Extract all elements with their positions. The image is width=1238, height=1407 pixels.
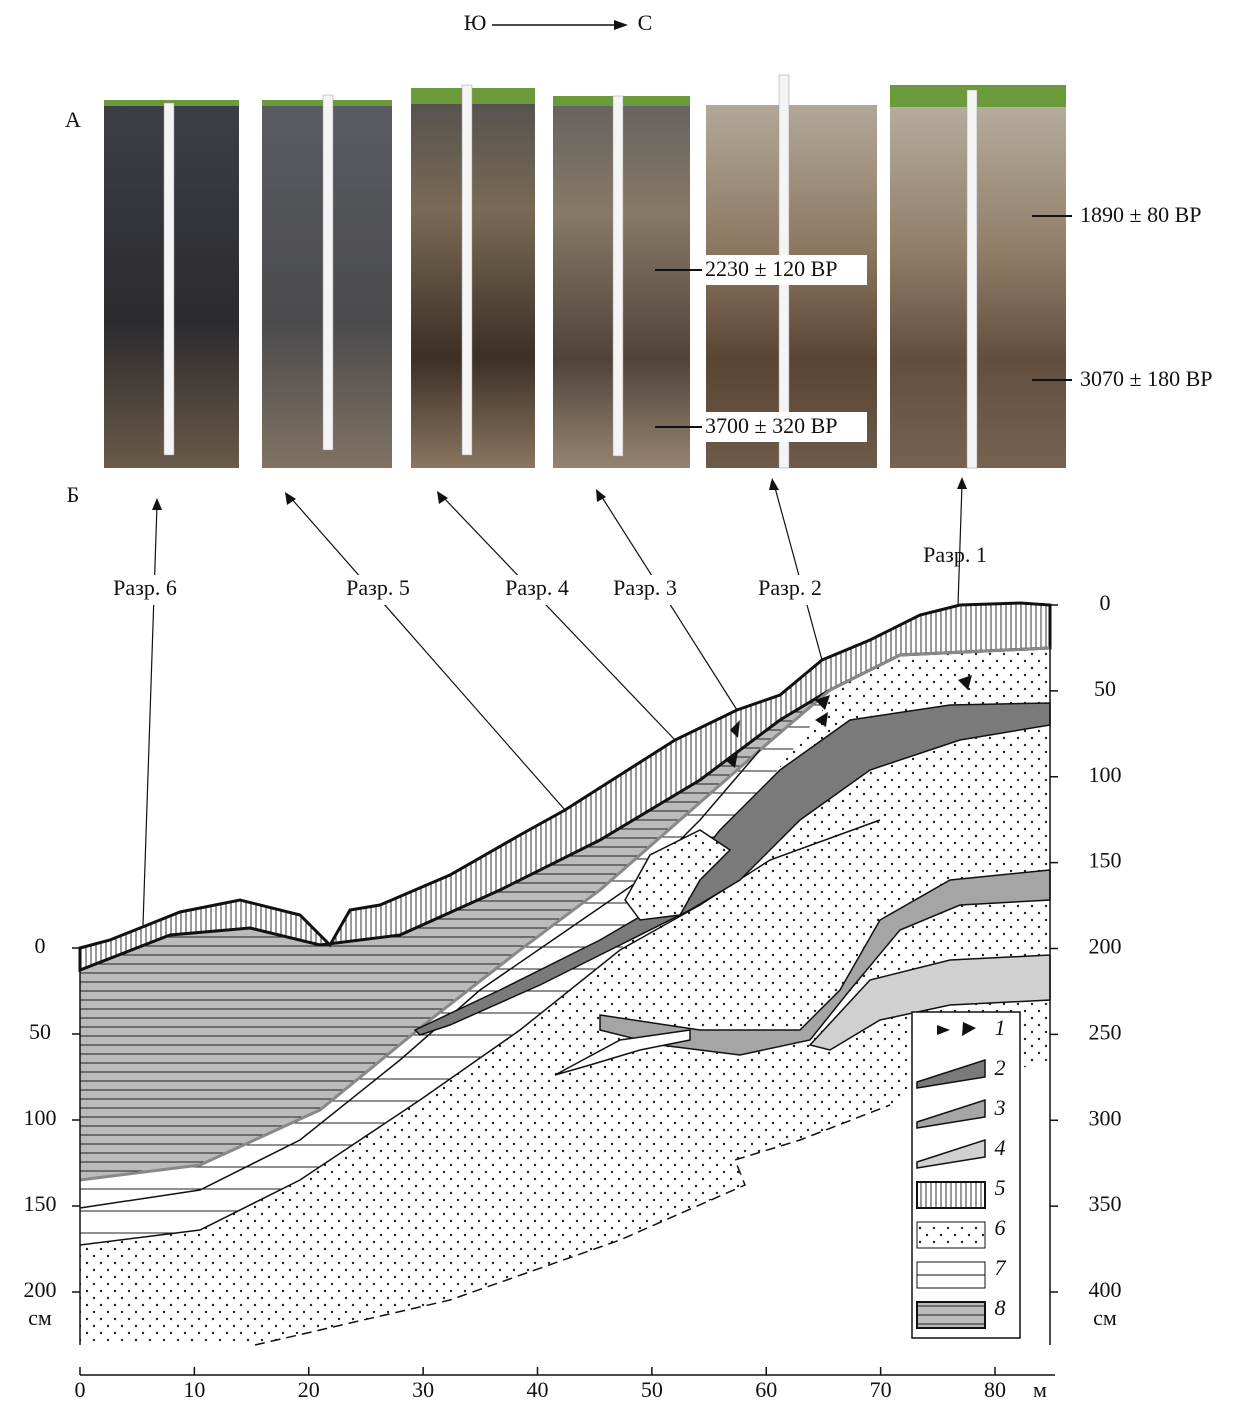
legend-label: 6 (995, 1215, 1006, 1240)
legend-label: 3 (994, 1095, 1006, 1120)
x-tick-label: 0 (75, 1377, 86, 1402)
profile-label: Разр. 5 (346, 575, 410, 600)
x-tick-label: 10 (183, 1377, 205, 1402)
y-tick-label: 0 (1100, 590, 1111, 615)
legend-label: 1 (995, 1015, 1006, 1040)
x-axis-unit: м (1033, 1377, 1047, 1402)
direction-from: Ю (464, 10, 487, 35)
photos (104, 75, 1066, 468)
y-tick-label: 100 (24, 1105, 57, 1130)
y-axis-unit: см (28, 1305, 52, 1330)
date-label: 3070 ± 180 BP (1080, 366, 1212, 391)
profile-label: Разр. 4 (505, 575, 569, 600)
x-tick-label: 40 (527, 1377, 549, 1402)
date-label: 3700 ± 320 BP (705, 413, 837, 438)
y-tick-label: 150 (24, 1191, 57, 1216)
legend-label: 8 (995, 1295, 1006, 1320)
y-tick-label: 350 (1089, 1191, 1122, 1216)
y-tick-label: 300 (1089, 1105, 1122, 1130)
profile-label: Разр. 1 (923, 542, 987, 567)
direction-to: С (638, 10, 653, 35)
y-tick-label: 50 (29, 1019, 51, 1044)
legend-label: 4 (995, 1135, 1006, 1160)
legend-label: 2 (995, 1055, 1006, 1080)
x-tick-label: 80 (984, 1377, 1006, 1402)
profile-label: Разр. 6 (113, 575, 177, 600)
y-tick-label: 200 (1089, 934, 1122, 959)
profile-labels: Разр. 6 Разр. 5 Разр. 4 Разр. 3 Разр. 2 … (100, 542, 987, 605)
panel-label: А (65, 107, 81, 132)
figure: Ю С А Б 2230 ± 120 BP 3700 ± 320 BP 1890… (0, 0, 1238, 1402)
y-axis-unit: см (1093, 1305, 1117, 1330)
profile-section (80, 603, 1050, 1345)
y-tick-label: 0 (35, 933, 46, 958)
x-tick-label: 60 (755, 1377, 777, 1402)
legend-label: 7 (995, 1255, 1007, 1280)
date-label: 2230 ± 120 BP (705, 256, 837, 281)
legend-label: 5 (995, 1175, 1006, 1200)
profile-label: Разр. 3 (613, 575, 677, 600)
y-tick-label: 250 (1089, 1019, 1122, 1044)
profile-label: Разр. 2 (758, 575, 822, 600)
y-tick-label: 100 (1089, 762, 1122, 787)
x-tick-label: 70 (870, 1377, 892, 1402)
x-tick-label: 50 (641, 1377, 663, 1402)
y-tick-label: 200 (24, 1277, 57, 1302)
legend: 1 2 3 4 5 6 7 8 (912, 1012, 1020, 1338)
y-tick-label: 150 (1089, 848, 1122, 873)
date-label: 1890 ± 80 BP (1080, 202, 1201, 227)
direction: Ю С (464, 10, 653, 35)
x-tick-label: 20 (298, 1377, 320, 1402)
x-tick-label: 30 (412, 1377, 434, 1402)
y-tick-label: 400 (1089, 1277, 1122, 1302)
y-tick-label: 50 (1094, 676, 1116, 701)
panel-label: Б (67, 482, 80, 507)
